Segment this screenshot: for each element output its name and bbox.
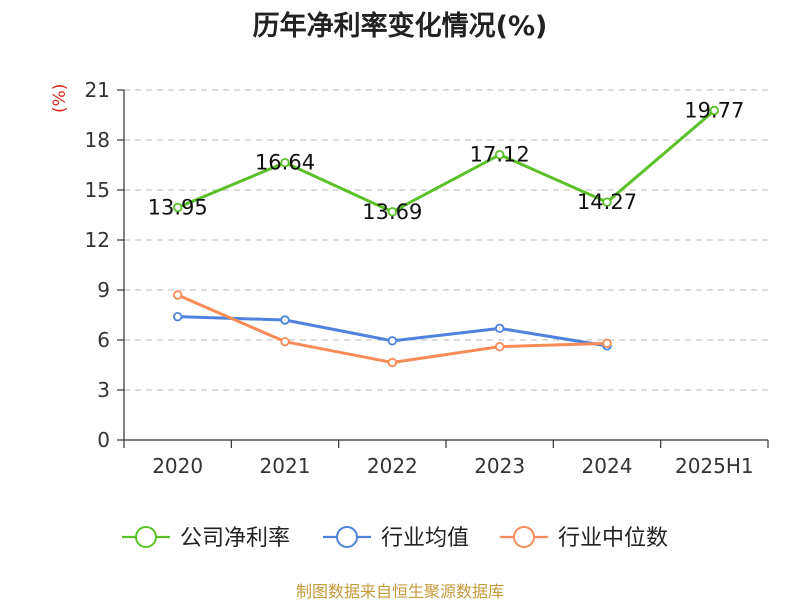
data-point-company: [709, 105, 720, 116]
y-tick-label: 0: [97, 428, 110, 452]
y-tick-label: 3: [97, 378, 110, 402]
y-tick-label: 12: [85, 228, 110, 252]
data-point-company: [494, 149, 505, 160]
data-label: 13.95: [148, 196, 208, 220]
x-tick-label: 2021: [260, 454, 311, 478]
data-point-company: [387, 207, 398, 217]
series-line-industry_median: [177, 293, 608, 364]
data-point-industry_median: [172, 290, 183, 300]
data-point-industry_avg: [280, 315, 290, 325]
data-point-industry_median: [602, 338, 612, 349]
y-tick-label: 9: [97, 278, 110, 302]
legend-label: 公司净利率: [180, 526, 290, 551]
data-label: 19.77: [684, 99, 744, 123]
legend[interactable]: 公司净利率 行业均值 行业中位数: [122, 526, 668, 551]
data-point-company: [602, 197, 612, 207]
legend-item-company[interactable]: 公司净利率: [122, 526, 290, 551]
series-line-company: [177, 109, 716, 214]
data-point-industry_avg: [387, 336, 398, 346]
y-tick-label: 15: [85, 178, 110, 202]
x-tick-label: 2023: [474, 454, 525, 478]
data-point-industry_avg: [172, 311, 183, 322]
data-point-industry_median: [280, 336, 290, 347]
y-tick-label: 6: [97, 328, 110, 352]
data-point-industry_median: [387, 357, 398, 368]
x-tick-label: 2022: [367, 454, 418, 478]
y-tick-label: 21: [85, 78, 110, 102]
legend-item-industry_avg[interactable]: 行业均值: [323, 526, 469, 551]
legend-label: 行业均值: [381, 526, 469, 551]
x-tick-label: 2025H1: [675, 454, 754, 478]
x-tick-label: 2020: [152, 454, 203, 478]
data-labels: 13.95 16.64 13.69 17.12 14.27 19.77: [148, 99, 745, 224]
legend-marker-icon: [513, 526, 535, 548]
chart-title: 历年净利率变化情况(%): [252, 11, 548, 42]
legend-marker-icon: [135, 526, 157, 548]
data-source-note: 制图数据来自恒生聚源数据库: [295, 582, 504, 601]
data-point-company: [172, 202, 183, 213]
x-tick-label: 2024: [582, 454, 633, 478]
series-lines: [172, 105, 720, 368]
legend-label: 行业中位数: [558, 526, 668, 551]
legend-marker-icon: [336, 526, 358, 548]
y-tick-label: 18: [85, 128, 110, 152]
data-point-industry_median: [494, 341, 505, 352]
data-label: 14.27: [577, 190, 637, 214]
legend-item-industry_median[interactable]: 行业中位数: [500, 526, 668, 551]
data-label: 17.12: [470, 143, 530, 167]
grid-lines: [124, 89, 768, 391]
data-point-company: [280, 157, 290, 168]
data-label: 16.64: [255, 151, 315, 175]
data-label: 13.69: [362, 200, 422, 224]
data-point-industry_avg: [494, 323, 505, 334]
axes: 0 3 6 9 12 15 18 21 2020 2021 2022 2023 2024 2025H1: [85, 78, 769, 478]
